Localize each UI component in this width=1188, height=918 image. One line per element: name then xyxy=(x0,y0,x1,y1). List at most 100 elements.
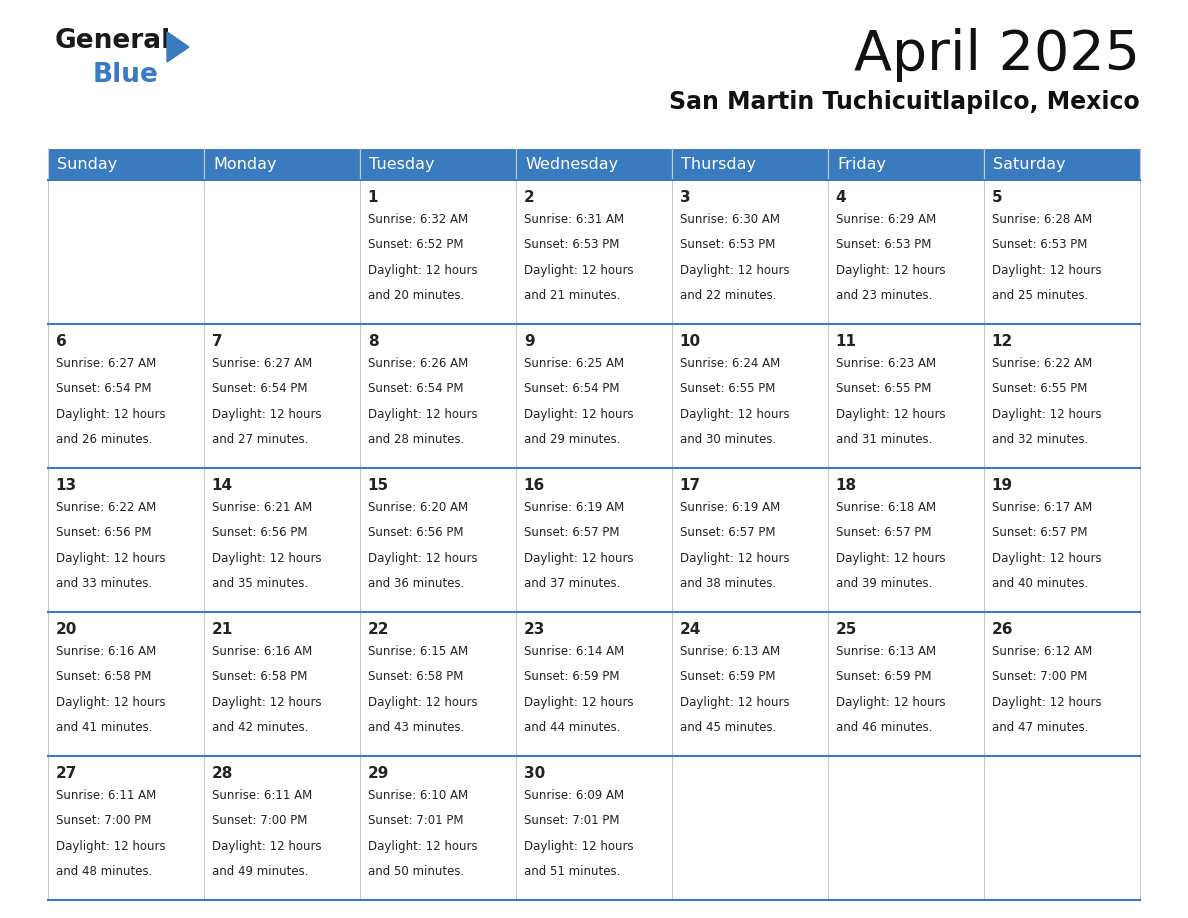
Text: Sunset: 7:00 PM: Sunset: 7:00 PM xyxy=(992,670,1087,683)
Text: Sunrise: 6:21 AM: Sunrise: 6:21 AM xyxy=(211,501,312,514)
Text: 28: 28 xyxy=(211,767,233,781)
Text: Sunrise: 6:30 AM: Sunrise: 6:30 AM xyxy=(680,213,779,226)
Text: Sunrise: 6:16 AM: Sunrise: 6:16 AM xyxy=(211,645,312,658)
Text: Daylight: 12 hours: Daylight: 12 hours xyxy=(368,408,478,420)
Text: Saturday: Saturday xyxy=(993,156,1066,172)
Text: 22: 22 xyxy=(368,622,390,637)
Text: Sunrise: 6:20 AM: Sunrise: 6:20 AM xyxy=(368,501,468,514)
Bar xyxy=(360,324,516,468)
Text: 11: 11 xyxy=(836,334,857,349)
Text: 24: 24 xyxy=(680,622,701,637)
Text: 3: 3 xyxy=(680,190,690,205)
Text: Daylight: 12 hours: Daylight: 12 hours xyxy=(56,552,165,565)
Text: and 36 minutes.: and 36 minutes. xyxy=(368,577,465,589)
Bar xyxy=(204,180,360,324)
Text: 25: 25 xyxy=(836,622,858,637)
Text: and 42 minutes.: and 42 minutes. xyxy=(211,721,309,733)
Text: and 31 minutes.: and 31 minutes. xyxy=(836,432,933,446)
Text: 27: 27 xyxy=(56,767,77,781)
Text: Daylight: 12 hours: Daylight: 12 hours xyxy=(524,263,633,276)
Text: Sunset: 6:59 PM: Sunset: 6:59 PM xyxy=(836,670,931,683)
Text: and 46 minutes.: and 46 minutes. xyxy=(836,721,933,733)
Text: and 35 minutes.: and 35 minutes. xyxy=(211,577,308,589)
Bar xyxy=(828,756,984,900)
Text: Sunrise: 6:27 AM: Sunrise: 6:27 AM xyxy=(56,357,156,370)
Text: Sunrise: 6:25 AM: Sunrise: 6:25 AM xyxy=(524,357,624,370)
Bar xyxy=(984,756,1140,900)
Text: and 44 minutes.: and 44 minutes. xyxy=(524,721,620,733)
Text: Wednesday: Wednesday xyxy=(525,156,619,172)
Text: General: General xyxy=(55,28,171,54)
Bar xyxy=(516,324,672,468)
Text: Daylight: 12 hours: Daylight: 12 hours xyxy=(56,408,165,420)
Text: 14: 14 xyxy=(211,478,233,493)
Text: and 45 minutes.: and 45 minutes. xyxy=(680,721,776,733)
Text: Sunset: 7:00 PM: Sunset: 7:00 PM xyxy=(56,814,151,827)
Text: Monday: Monday xyxy=(214,156,277,172)
Bar xyxy=(204,324,360,468)
Text: Daylight: 12 hours: Daylight: 12 hours xyxy=(836,696,946,709)
Text: Daylight: 12 hours: Daylight: 12 hours xyxy=(680,263,789,276)
Text: Sunset: 6:53 PM: Sunset: 6:53 PM xyxy=(992,239,1087,252)
Text: Daylight: 12 hours: Daylight: 12 hours xyxy=(992,552,1101,565)
Bar xyxy=(516,148,672,180)
Text: Daylight: 12 hours: Daylight: 12 hours xyxy=(211,552,322,565)
Text: and 39 minutes.: and 39 minutes. xyxy=(836,577,933,589)
Text: Daylight: 12 hours: Daylight: 12 hours xyxy=(56,840,165,853)
Text: Sunrise: 6:12 AM: Sunrise: 6:12 AM xyxy=(992,645,1092,658)
Text: Sunrise: 6:29 AM: Sunrise: 6:29 AM xyxy=(836,213,936,226)
Text: Sunset: 6:57 PM: Sunset: 6:57 PM xyxy=(992,526,1087,539)
Bar xyxy=(828,324,984,468)
Text: Daylight: 12 hours: Daylight: 12 hours xyxy=(524,696,633,709)
Text: San Martin Tuchicuitlapilco, Mexico: San Martin Tuchicuitlapilco, Mexico xyxy=(669,90,1140,114)
Text: 4: 4 xyxy=(836,190,846,205)
Text: Sunrise: 6:13 AM: Sunrise: 6:13 AM xyxy=(836,645,936,658)
Text: Sunset: 7:00 PM: Sunset: 7:00 PM xyxy=(211,814,308,827)
Text: Sunrise: 6:15 AM: Sunrise: 6:15 AM xyxy=(368,645,468,658)
Text: and 25 minutes.: and 25 minutes. xyxy=(992,289,1088,302)
Text: Sunrise: 6:31 AM: Sunrise: 6:31 AM xyxy=(524,213,624,226)
Text: and 20 minutes.: and 20 minutes. xyxy=(368,289,465,302)
Text: April 2025: April 2025 xyxy=(854,28,1140,82)
Text: Sunset: 6:59 PM: Sunset: 6:59 PM xyxy=(524,670,619,683)
Bar xyxy=(48,756,204,900)
Bar xyxy=(516,612,672,756)
Bar xyxy=(672,468,828,612)
Bar xyxy=(204,756,360,900)
Bar xyxy=(48,324,204,468)
Bar xyxy=(360,468,516,612)
Bar xyxy=(360,756,516,900)
Text: Sunset: 6:55 PM: Sunset: 6:55 PM xyxy=(680,382,776,396)
Text: Sunrise: 6:19 AM: Sunrise: 6:19 AM xyxy=(524,501,624,514)
Text: Daylight: 12 hours: Daylight: 12 hours xyxy=(368,552,478,565)
Text: Sunrise: 6:11 AM: Sunrise: 6:11 AM xyxy=(211,789,312,802)
Text: Sunset: 6:58 PM: Sunset: 6:58 PM xyxy=(368,670,463,683)
Text: Friday: Friday xyxy=(838,156,886,172)
Bar xyxy=(48,148,204,180)
Text: and 37 minutes.: and 37 minutes. xyxy=(524,577,620,589)
Text: Daylight: 12 hours: Daylight: 12 hours xyxy=(836,263,946,276)
Text: and 38 minutes.: and 38 minutes. xyxy=(680,577,776,589)
Text: and 48 minutes.: and 48 minutes. xyxy=(56,865,152,878)
Text: Sunset: 6:55 PM: Sunset: 6:55 PM xyxy=(992,382,1087,396)
Bar xyxy=(672,756,828,900)
Text: and 40 minutes.: and 40 minutes. xyxy=(992,577,1088,589)
Text: 15: 15 xyxy=(368,478,388,493)
Text: 29: 29 xyxy=(368,767,390,781)
Text: Blue: Blue xyxy=(93,62,159,88)
Text: and 49 minutes.: and 49 minutes. xyxy=(211,865,309,878)
Text: Sunset: 7:01 PM: Sunset: 7:01 PM xyxy=(368,814,463,827)
Text: Sunset: 6:55 PM: Sunset: 6:55 PM xyxy=(836,382,931,396)
Bar xyxy=(672,180,828,324)
Text: 26: 26 xyxy=(992,622,1013,637)
Bar xyxy=(672,148,828,180)
Bar xyxy=(360,612,516,756)
Text: Sunrise: 6:32 AM: Sunrise: 6:32 AM xyxy=(368,213,468,226)
Bar xyxy=(204,468,360,612)
Text: Daylight: 12 hours: Daylight: 12 hours xyxy=(680,696,789,709)
Text: Sunrise: 6:18 AM: Sunrise: 6:18 AM xyxy=(836,501,936,514)
Bar xyxy=(516,180,672,324)
Bar xyxy=(984,468,1140,612)
Text: and 21 minutes.: and 21 minutes. xyxy=(524,289,620,302)
Text: Sunset: 6:56 PM: Sunset: 6:56 PM xyxy=(56,526,151,539)
